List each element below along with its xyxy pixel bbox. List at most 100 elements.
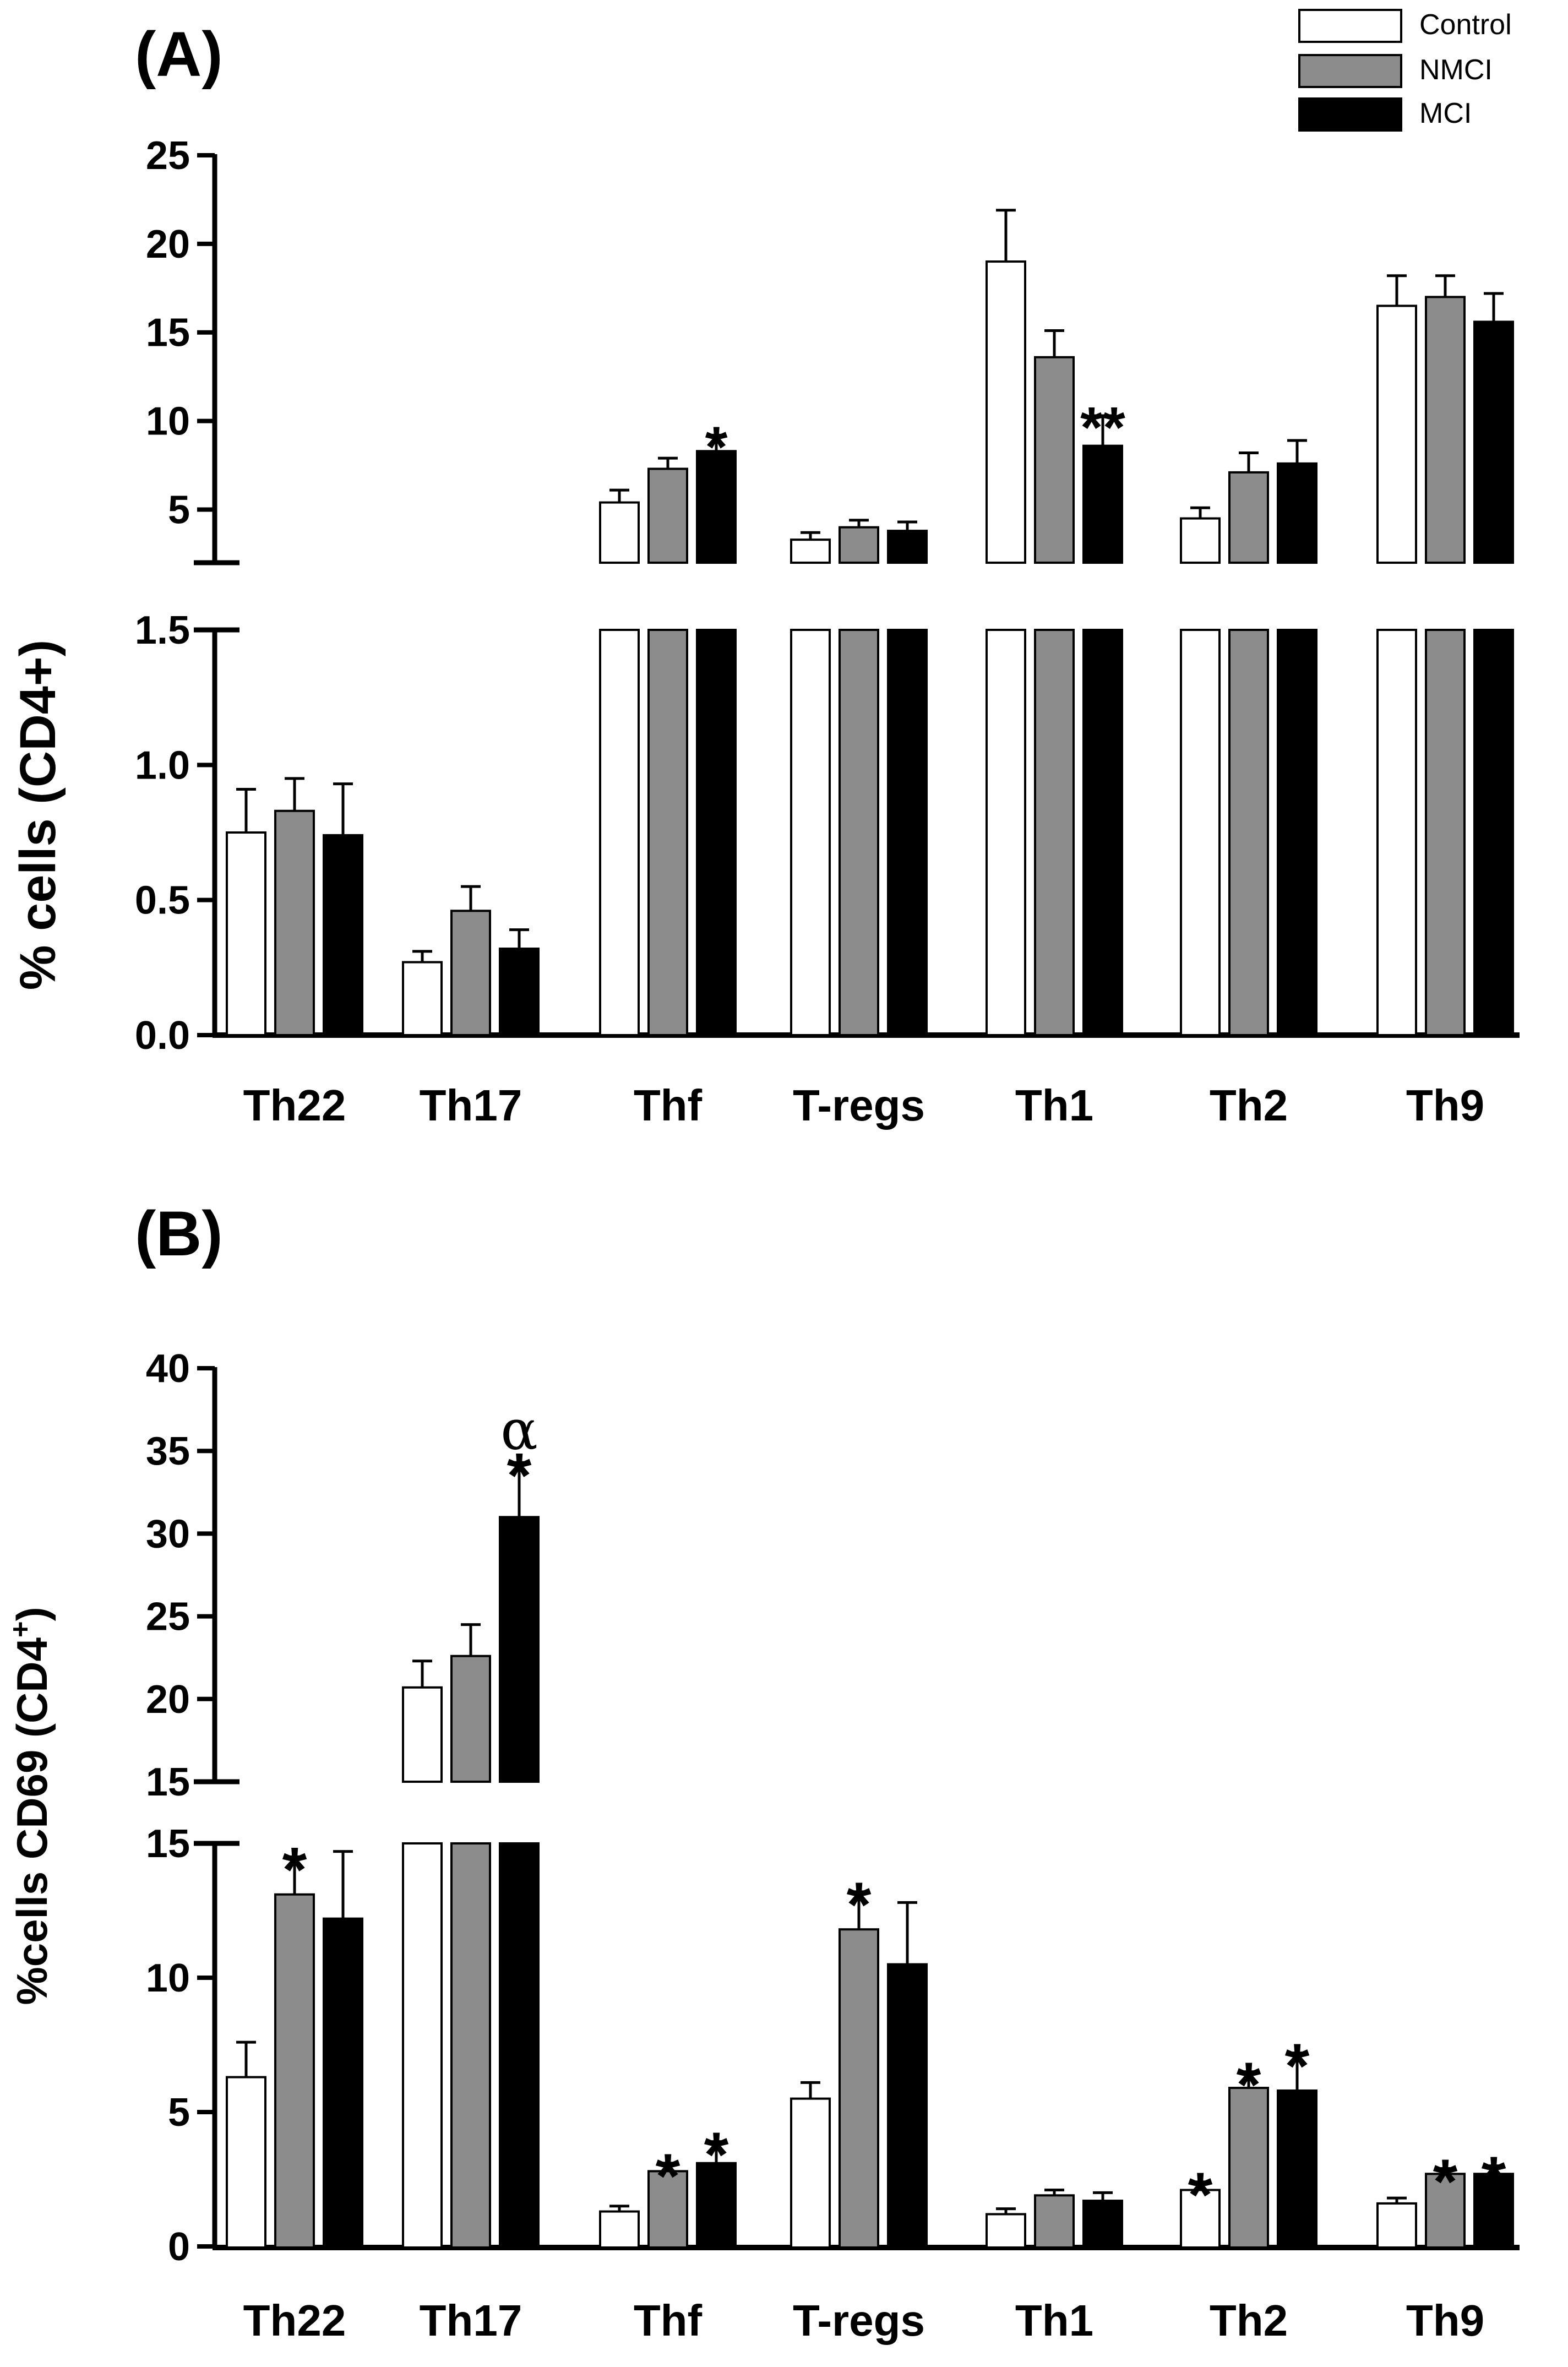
legend-label-nmci: NMCI	[1419, 54, 1493, 86]
significance-marker: *	[656, 2141, 680, 2212]
category-label-th17: Th17	[420, 2296, 522, 2345]
significance-marker: **	[1080, 395, 1125, 460]
category-label-th22: Th22	[243, 2296, 346, 2345]
bar-th9-mci-lower	[1473, 629, 1514, 1036]
bar-th17-nmci	[450, 1655, 491, 1783]
legend-label-mci: MCI	[1419, 97, 1472, 129]
bar-th1-mci	[1082, 444, 1123, 564]
bar-th1-control	[986, 260, 1026, 564]
significance-marker: *	[1482, 2144, 1506, 2214]
significance-marker: *	[1285, 2031, 1310, 2102]
bar-th9-nmci	[1425, 296, 1466, 564]
category-label-th9: Th9	[1406, 2296, 1484, 2345]
panel-b: (B) 0 5 10 15 15 20 25 30 35 40 %cells CD69 (CD4+)…	[4, 1199, 1520, 2345]
bar-t-regs-control	[790, 538, 831, 564]
category-label-th1: Th1	[1015, 1081, 1093, 1130]
panel-a: (A) 0.0 0.5 1.0 1.5 5 10 15 20 25 % cells (CD4+) T…	[10, 19, 1520, 1130]
legend-swatch-control	[1298, 9, 1402, 43]
bar-th22-control	[226, 831, 266, 1036]
bar-th17-mci	[499, 1516, 540, 1783]
bar-t-regs-nmci	[839, 1928, 879, 2249]
legend-label-control: Control	[1419, 9, 1512, 41]
y-tick-label: 5	[168, 2091, 190, 2135]
bar-th17-nmci-lower	[450, 1842, 491, 2249]
y-tick-label: 10	[146, 400, 190, 444]
bar-th22-mci	[323, 834, 363, 1036]
category-label-th2: Th2	[1210, 1081, 1288, 1130]
category-label-th17: Th17	[420, 1081, 522, 1130]
y-tick-label: 20	[146, 222, 190, 266]
y-tick-label: 15	[146, 1822, 190, 1866]
category-label-th2: Th2	[1210, 2296, 1288, 2345]
y-tick-label: 15	[146, 1760, 190, 1804]
y-tick-label: 1.5	[135, 608, 190, 652]
significance-marker: *	[1237, 2050, 1261, 2120]
panel-a-title: (A)	[135, 19, 223, 90]
bar-th17-mci	[499, 947, 540, 1037]
significance-marker: *	[1433, 2147, 1458, 2217]
category-label-th9: Th9	[1406, 1081, 1484, 1130]
significance-alpha: α	[500, 1398, 538, 1462]
y-tick-label: 0.5	[135, 879, 190, 923]
bar-th9-control	[1376, 2202, 1417, 2249]
legend: Control NMCI MCI	[1298, 9, 1512, 132]
bar-t-regs-nmci	[839, 526, 879, 564]
y-tick-label: 35	[146, 1429, 190, 1473]
bar-th2-mci	[1277, 462, 1317, 564]
y-tick-label: 30	[146, 1512, 190, 1556]
bar-th2-nmci-lower	[1228, 629, 1269, 1036]
y-tick-label: 15	[146, 311, 190, 355]
bar-th9-nmci-lower	[1425, 629, 1466, 1036]
bar-th17-mci-lower	[499, 1842, 540, 2249]
significance-marker: *	[847, 1870, 872, 1940]
bar-t-regs-control	[790, 2097, 831, 2249]
significance-marker: *	[705, 415, 728, 479]
category-label-thf: Thf	[634, 2296, 703, 2345]
significance-marker: *	[507, 1441, 532, 1511]
y-tick-label: 1.0	[135, 743, 190, 787]
y-axis-label: %cells CD69 (CD4+)	[4, 1607, 56, 2005]
y-tick-label: 40	[146, 1347, 190, 1391]
bar-t-regs-mci	[887, 1963, 928, 2249]
y-tick-label: 10	[146, 1956, 190, 2000]
bar-th2-mci	[1277, 2089, 1317, 2249]
bar-t-regs-mci-lower	[887, 629, 928, 1036]
bar-th1-nmci	[1034, 2194, 1075, 2249]
bar-th1-control-lower	[986, 629, 1026, 1036]
bar-th2-control	[1180, 2189, 1221, 2249]
bar-th1-mci-lower	[1082, 629, 1123, 1036]
bar-th9-nmci	[1425, 2173, 1466, 2249]
y-tick-label: 5	[168, 488, 190, 532]
bar-th1-control	[986, 2213, 1026, 2249]
bar-th22-nmci	[274, 1893, 315, 2249]
bar-th2-control	[1180, 517, 1221, 564]
bar-t-regs-control-lower	[790, 629, 831, 1036]
significance-marker: *	[1188, 2160, 1213, 2230]
significance-marker: *	[282, 1835, 307, 1906]
bar-thf-mci-lower	[696, 629, 737, 1036]
significance-marker: *	[704, 2120, 729, 2190]
legend-swatch-nmci	[1298, 54, 1402, 88]
bar-t-regs-mci	[887, 530, 928, 564]
bar-th1-nmci-lower	[1034, 629, 1075, 1036]
y-axis-label: % cells (CD4+)	[10, 640, 66, 991]
bar-th17-control	[402, 961, 443, 1037]
bar-th2-control-lower	[1180, 629, 1221, 1036]
bar-th9-control	[1376, 304, 1417, 564]
bar-th22-nmci	[274, 809, 315, 1037]
category-label-th22: Th22	[243, 1081, 346, 1130]
y-tick-label: 0	[168, 2225, 190, 2269]
bar-thf-control	[599, 501, 640, 564]
y-tick-label: 0.0	[135, 1014, 190, 1058]
legend-swatch-mci	[1298, 97, 1402, 132]
bar-th17-nmci	[450, 910, 491, 1036]
bar-th17-control	[402, 1686, 443, 1783]
category-label-thf: Thf	[634, 1081, 703, 1130]
category-label-th1: Th1	[1015, 2296, 1093, 2345]
panel-b-title: (B)	[135, 1199, 223, 1269]
bar-th22-mci	[323, 1917, 363, 2249]
bar-thf-nmci	[647, 467, 688, 564]
bar-th9-mci	[1473, 320, 1514, 564]
bar-thf-control-lower	[599, 629, 640, 1036]
